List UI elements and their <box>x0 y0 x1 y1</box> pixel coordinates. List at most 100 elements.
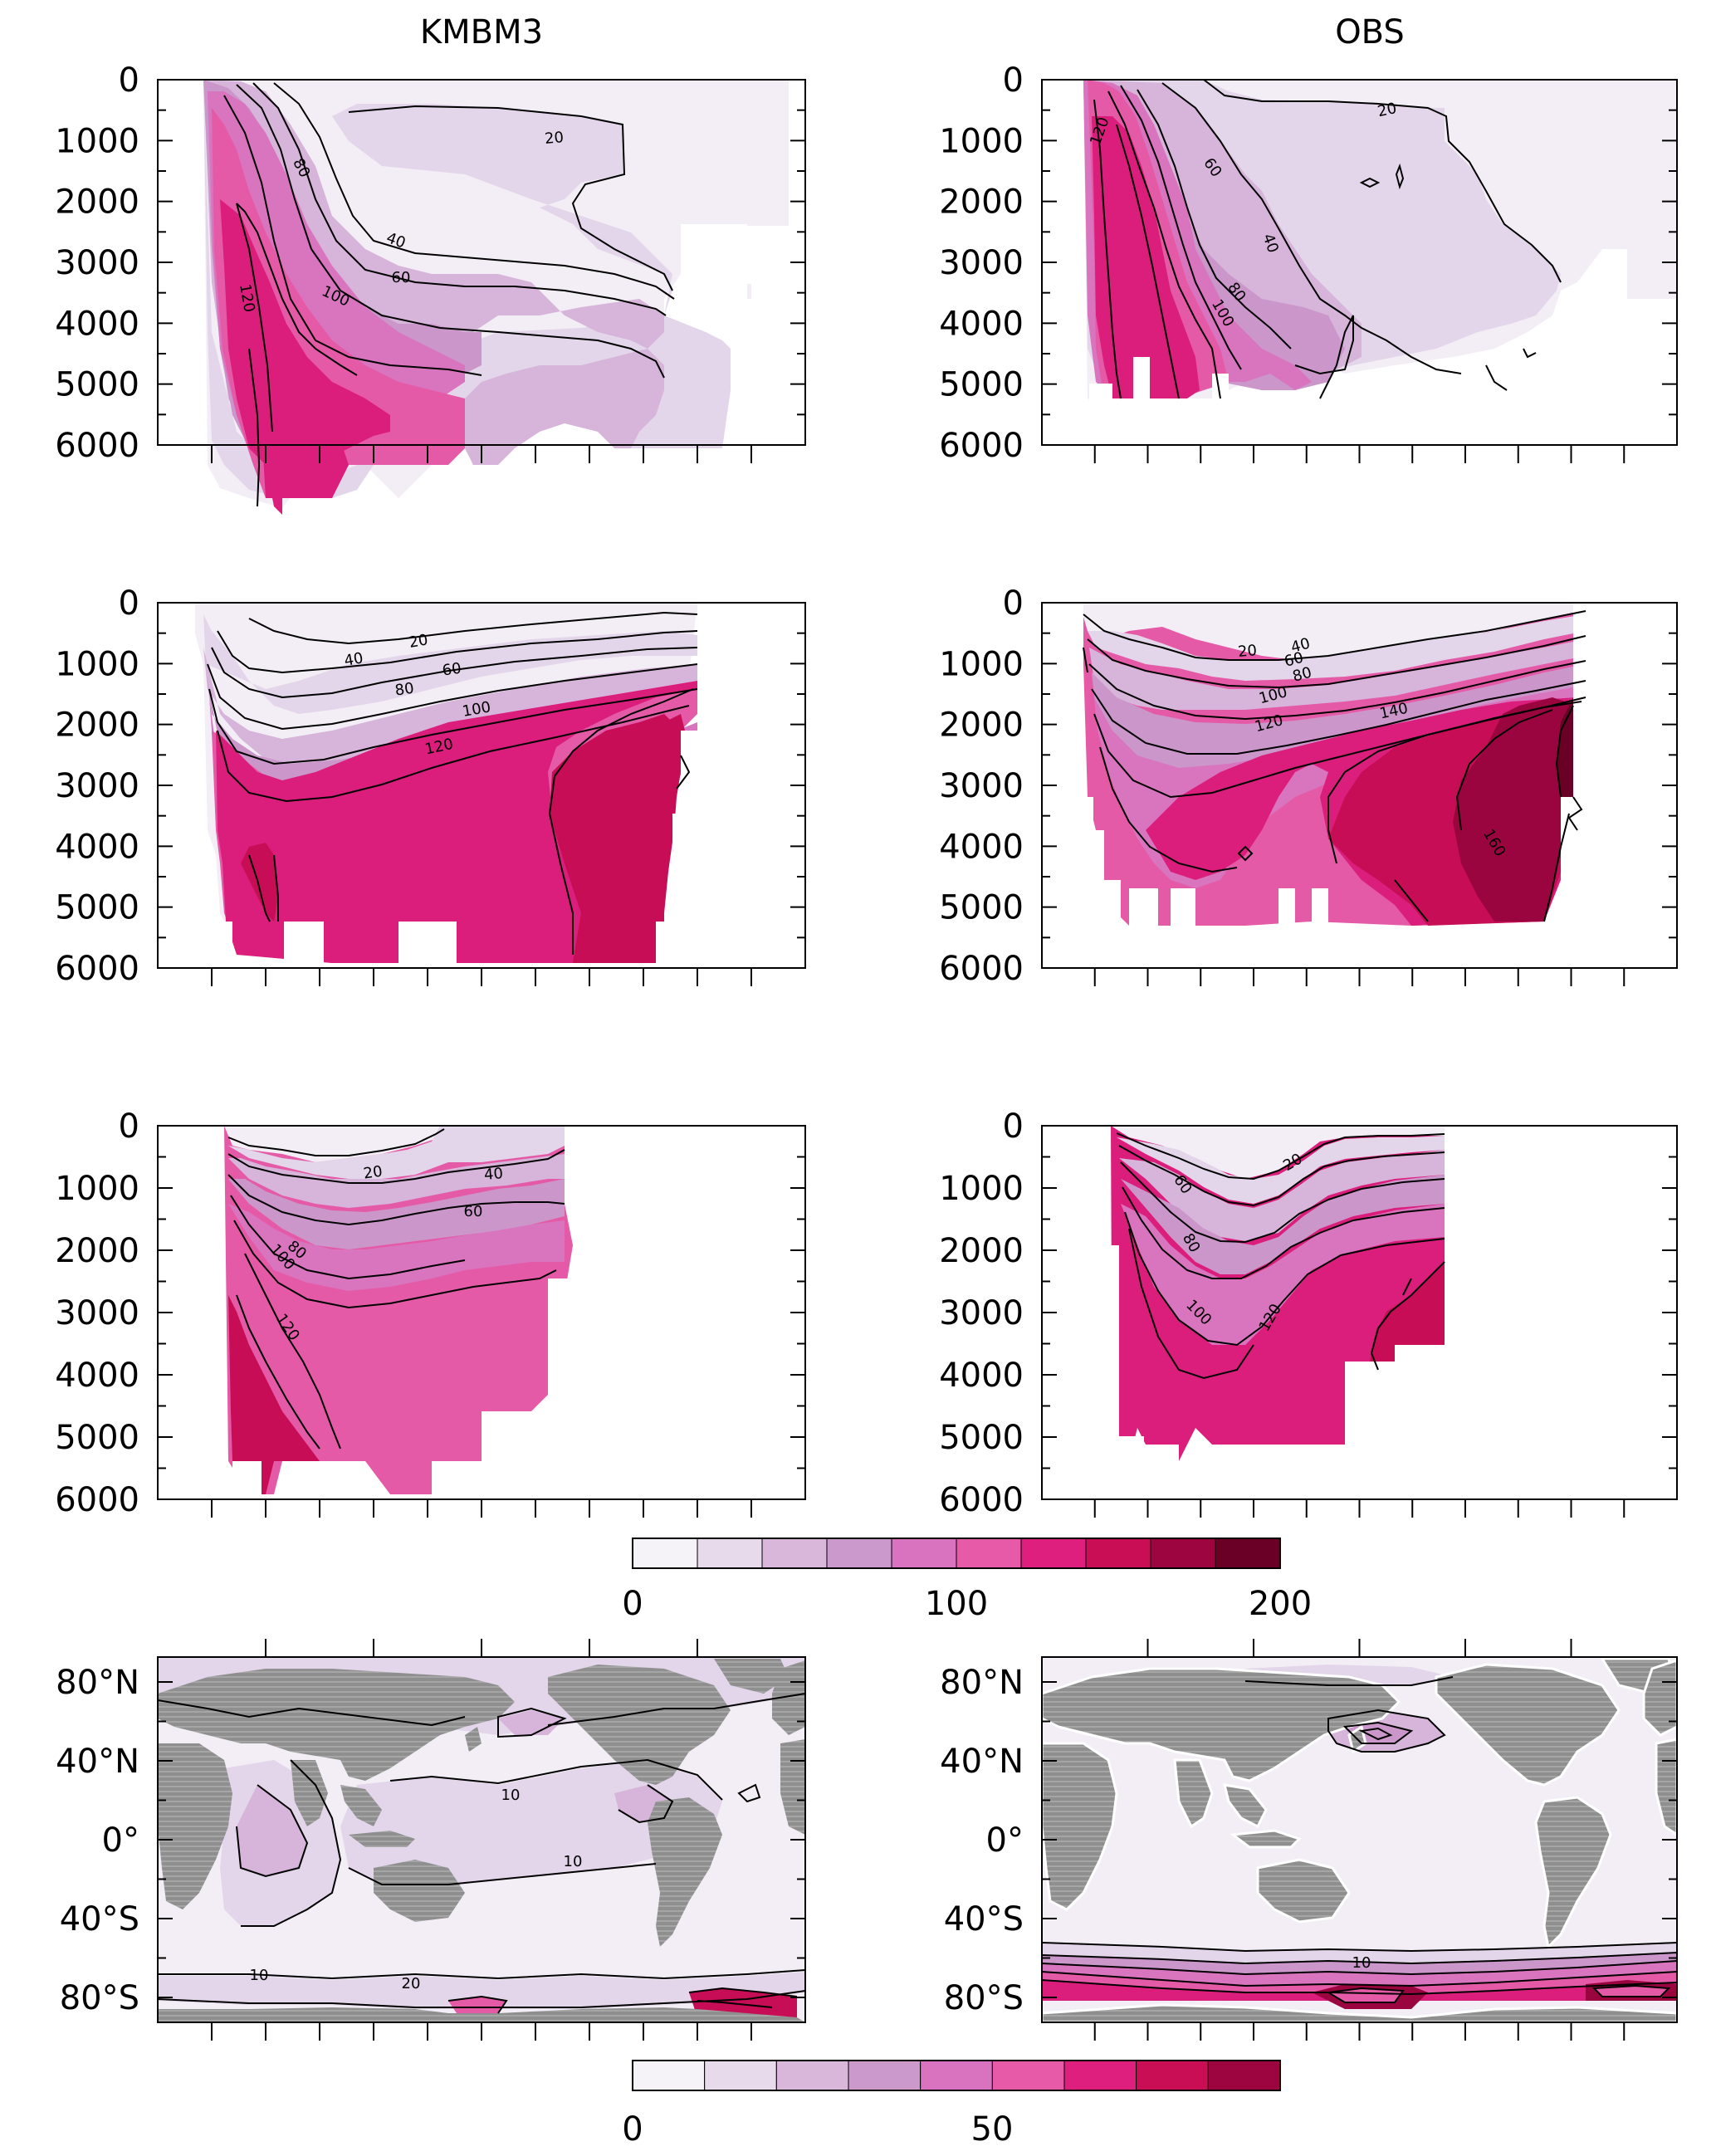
y-tick-label: 5000 <box>939 889 1024 927</box>
land-africa-east <box>1655 1738 1679 1837</box>
contour-60 <box>1137 89 1292 350</box>
contour-80 <box>230 1195 466 1280</box>
contour-80 <box>236 84 665 379</box>
land-south-america <box>1534 1796 1612 1950</box>
column-title-kmbm3: KMBM3 <box>420 13 543 51</box>
y-tick-label: 2000 <box>55 1232 139 1270</box>
depth-colorbar-swatch <box>826 1538 892 1569</box>
contour-120c <box>1402 1278 1412 1296</box>
y-tick-label: 5000 <box>55 889 139 927</box>
field-level-40 <box>1119 1150 1445 1241</box>
land-indonesia <box>349 1831 415 1847</box>
contour-deep <box>1294 315 1354 399</box>
contour-okhotsk <box>1327 1709 1446 1753</box>
y-tick-label: 0 <box>1003 584 1024 623</box>
contour-ross <box>447 1995 508 2014</box>
contour-120 <box>236 203 273 433</box>
field-level-10 <box>1079 603 1586 660</box>
depth-colorbar-swatch <box>632 1538 698 1569</box>
land-japan <box>465 1727 482 1752</box>
y-tick-label: 2000 <box>939 706 1024 745</box>
depth-colorbar-swatch <box>761 1538 828 1569</box>
y-tick-label: 80°N <box>940 1664 1024 1702</box>
contour-wiggle <box>1567 796 1583 831</box>
contour-120 <box>236 1294 320 1450</box>
svg-text:10: 10 <box>501 1787 521 1804</box>
field-ross <box>448 1997 506 2013</box>
svg-text:20: 20 <box>402 1975 421 1992</box>
depth-colorbar-swatch <box>1150 1538 1216 1569</box>
y-tick-label: 5000 <box>55 1419 139 1457</box>
field-southern <box>158 1972 805 2009</box>
y-tick-label: 2000 <box>55 706 139 745</box>
y-tick-label: 80°S <box>60 1979 139 2017</box>
panel-surface-map-obs: 10 <box>1040 1657 1679 2024</box>
svg-text:20: 20 <box>408 631 429 652</box>
land-africa <box>1040 1742 1118 1911</box>
contour-100 <box>233 1220 557 1309</box>
svg-text:10: 10 <box>564 1853 583 1870</box>
contour-s4 <box>1041 1971 1678 1987</box>
contour-100 <box>208 688 698 765</box>
panel-axes: 0 1000 2000 3000 4000 5000 6000 <box>939 584 1678 988</box>
field-level-40 <box>1089 639 1586 710</box>
contour-okhotsk3 <box>1358 1727 1393 1741</box>
contour-weddell2 <box>697 2000 773 2008</box>
panel-depth-pacific-kmbm3: 20 40 60 80 100 120 <box>158 603 805 965</box>
contour-40 <box>1087 635 1586 689</box>
field-weddell2 <box>1594 1986 1669 1997</box>
contour-140 <box>548 688 694 955</box>
contour-island <box>1237 845 1254 862</box>
surface-colorbar-swatch <box>1136 2060 1209 2091</box>
panel-depth-atlantic-kmbm3: 20 40 60 80 100 120 <box>158 80 805 515</box>
svg-text:20: 20 <box>544 129 565 148</box>
depth-colorbar-swatch <box>1085 1538 1151 1569</box>
contour-120b <box>1370 1261 1445 1371</box>
field-level-10 <box>224 1126 440 1162</box>
contour-60 <box>1088 660 1586 721</box>
contour-10-npac <box>389 1758 723 1801</box>
y-tick-label: 6000 <box>939 950 1024 988</box>
contour-60 <box>252 82 667 316</box>
contour-100 <box>1124 1211 1445 1347</box>
contour-weddell <box>688 1987 798 1997</box>
contour-20 <box>248 611 698 645</box>
y-tick-label: 4000 <box>939 828 1024 866</box>
contour-left <box>1083 647 1088 673</box>
colorbar-tick: 200 <box>1249 1585 1312 1623</box>
panel-axes: 0 1000 2000 3000 4000 5000 6000 <box>55 61 806 465</box>
y-tick-label: 5000 <box>55 366 139 404</box>
contour-deep3 <box>1523 348 1537 359</box>
panel-axes: 0 1000 2000 3000 4000 5000 6000 <box>939 61 1678 465</box>
contour-100 <box>1107 90 1221 399</box>
contour-180 <box>1555 705 1574 798</box>
land-europe-west <box>772 1660 805 1735</box>
svg-text:60: 60 <box>441 660 462 680</box>
surface-colorbar-swatch <box>775 2060 849 2091</box>
y-tick-label: 6000 <box>939 1481 1024 1519</box>
y-tick-label: 40°S <box>944 1900 1024 1938</box>
contour-s1 <box>158 1969 806 1980</box>
surface-colorbar-swatch <box>1207 2060 1281 2091</box>
depth-colorbar-swatch <box>1215 1538 1281 1569</box>
land-north-america <box>548 1665 731 1785</box>
surface-colorbar: 0 50 <box>622 2060 1281 2149</box>
panel-axes: 0 1000 2000 3000 4000 5000 6000 <box>55 584 806 988</box>
contour-20 <box>1203 79 1562 283</box>
column-title-obs: OBS <box>1335 13 1405 51</box>
y-tick-label: 1000 <box>939 645 1024 683</box>
y-tick-label: 6000 <box>55 950 139 988</box>
contour-120 <box>217 705 690 803</box>
contour-120 <box>1128 1228 1254 1380</box>
contour-s1 <box>1041 1942 1678 1953</box>
land-eurasia <box>158 1669 515 1781</box>
field-level-60 <box>1121 1175 1445 1274</box>
panel-depth-indian-kmbm3: 20 40 60 80 100 120 <box>158 1126 822 1499</box>
contour-s5 <box>1041 1979 1678 1996</box>
contour-wiggle <box>676 755 691 790</box>
land-australia <box>374 1860 465 1922</box>
contour-s2 <box>1041 1952 1678 1965</box>
land-antarctica <box>158 2007 805 2022</box>
svg-text:40: 40 <box>483 1165 504 1184</box>
